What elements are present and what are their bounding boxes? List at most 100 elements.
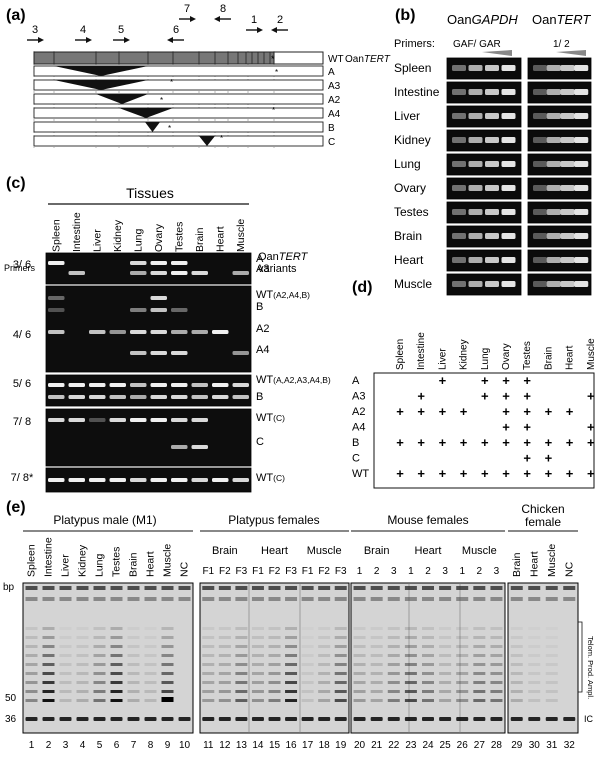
well-band: [93, 586, 106, 590]
gel-band: [48, 308, 65, 312]
ladder-band: [528, 636, 540, 639]
gel-band: [48, 330, 65, 334]
ladder-band: [490, 636, 503, 639]
ladder-band: [301, 663, 314, 666]
gel-band: [468, 137, 483, 143]
presence-mark: +: [439, 466, 447, 481]
gel-band: [150, 395, 167, 399]
gel-band: [485, 233, 499, 239]
ic-band: [422, 717, 434, 721]
gel-band: [48, 418, 65, 422]
gel-panel: [507, 582, 579, 734]
lane-number: 13: [236, 740, 248, 751]
gel-band: [130, 418, 147, 422]
ladder-band: [545, 672, 558, 675]
gel-band: [89, 330, 106, 334]
lane-number: 10: [179, 740, 191, 751]
lane-number: 5: [97, 740, 103, 751]
high-mw-band: [510, 597, 523, 601]
gel-band: [130, 351, 147, 355]
bp-axis-label: bp: [3, 582, 15, 593]
gel-strip: [446, 105, 522, 128]
well-band: [510, 586, 523, 590]
high-mw-band: [93, 597, 106, 601]
ladder-band: [110, 699, 123, 702]
ic-band: [235, 717, 248, 721]
gel-band: [574, 137, 589, 143]
deletion-triangle: [54, 80, 148, 90]
ladder-band: [25, 699, 38, 702]
gel-band: [232, 271, 249, 275]
ladder-band: [490, 699, 503, 702]
gel-band: [191, 383, 208, 387]
well-band: [387, 586, 400, 590]
gel-band: [452, 185, 466, 191]
lane-label: Kidney: [77, 544, 89, 577]
gel-band: [485, 185, 499, 191]
ladder-band: [251, 636, 264, 639]
high-mw-band: [59, 597, 72, 601]
ladder-band: [528, 672, 541, 675]
gel-band: [485, 209, 499, 215]
gel-band: [485, 281, 499, 287]
gel-band: [468, 65, 483, 71]
gel-band: [560, 233, 575, 239]
gel-band: [533, 233, 547, 239]
ladder-band: [285, 636, 298, 639]
lane-number: 9: [165, 740, 171, 751]
gel-band: [191, 271, 208, 275]
ladder-band: [528, 699, 541, 702]
ladder-band: [144, 645, 157, 648]
gel-band: [546, 137, 561, 143]
replicate-label: F1: [202, 566, 214, 577]
gel-band: [501, 257, 516, 263]
panel-b-gels: Spleen Intestine Liver Kidney Lung Ovary Teste…: [394, 57, 592, 296]
ladder-band: [301, 690, 314, 693]
ic-band: [490, 717, 503, 721]
ladder-band: [110, 672, 123, 675]
ladder-band: [370, 690, 383, 693]
gel-band: [533, 257, 547, 263]
lane-number: 3: [63, 740, 69, 751]
ladder-band: [76, 627, 89, 630]
ic-band: [404, 717, 417, 721]
ladder-band: [110, 627, 123, 630]
lane-number: 7: [131, 740, 137, 751]
variant-label: A3: [328, 81, 341, 92]
band-label: A: [256, 253, 264, 265]
gel-band: [232, 351, 249, 355]
ladder-band: [490, 672, 503, 675]
ladder-band: [473, 663, 486, 666]
panel-b-primer-set2: 1/ 2: [553, 39, 570, 50]
ladder-band: [161, 681, 174, 684]
variant-bar: [33, 135, 324, 147]
primer-arrowhead: [167, 37, 173, 43]
gel-band: [171, 478, 188, 482]
gel-band: [501, 281, 516, 287]
ladder-band: [93, 636, 106, 639]
ladder-band: [285, 672, 298, 675]
gel-band: [109, 383, 126, 387]
primer-label: 2: [277, 14, 283, 26]
ladder-band: [251, 681, 264, 684]
ladder-band: [42, 681, 55, 684]
ladder-band: [473, 681, 486, 684]
tissue-label: Spleen: [395, 339, 406, 370]
gel-band: [89, 383, 106, 387]
stop-mark: *: [170, 78, 173, 87]
well-band: [25, 586, 38, 590]
presence-mark: +: [587, 389, 595, 404]
gel-strip: [446, 81, 522, 104]
ladder-band: [76, 645, 89, 648]
ic-band: [563, 717, 576, 721]
wt-gene-label: OanTERT: [345, 54, 391, 65]
gel-band: [546, 113, 561, 119]
ladder-band: [301, 699, 314, 702]
gel-band: [130, 308, 147, 312]
tissue-label: Heart: [261, 545, 288, 557]
ladder-band: [370, 663, 383, 666]
gel-strip: [446, 249, 522, 272]
gel-band: [485, 65, 499, 71]
ladder-band: [387, 636, 400, 639]
